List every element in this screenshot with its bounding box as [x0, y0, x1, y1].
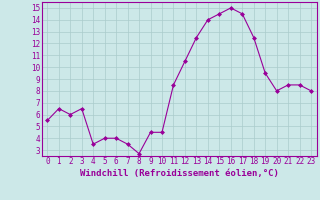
X-axis label: Windchill (Refroidissement éolien,°C): Windchill (Refroidissement éolien,°C): [80, 169, 279, 178]
